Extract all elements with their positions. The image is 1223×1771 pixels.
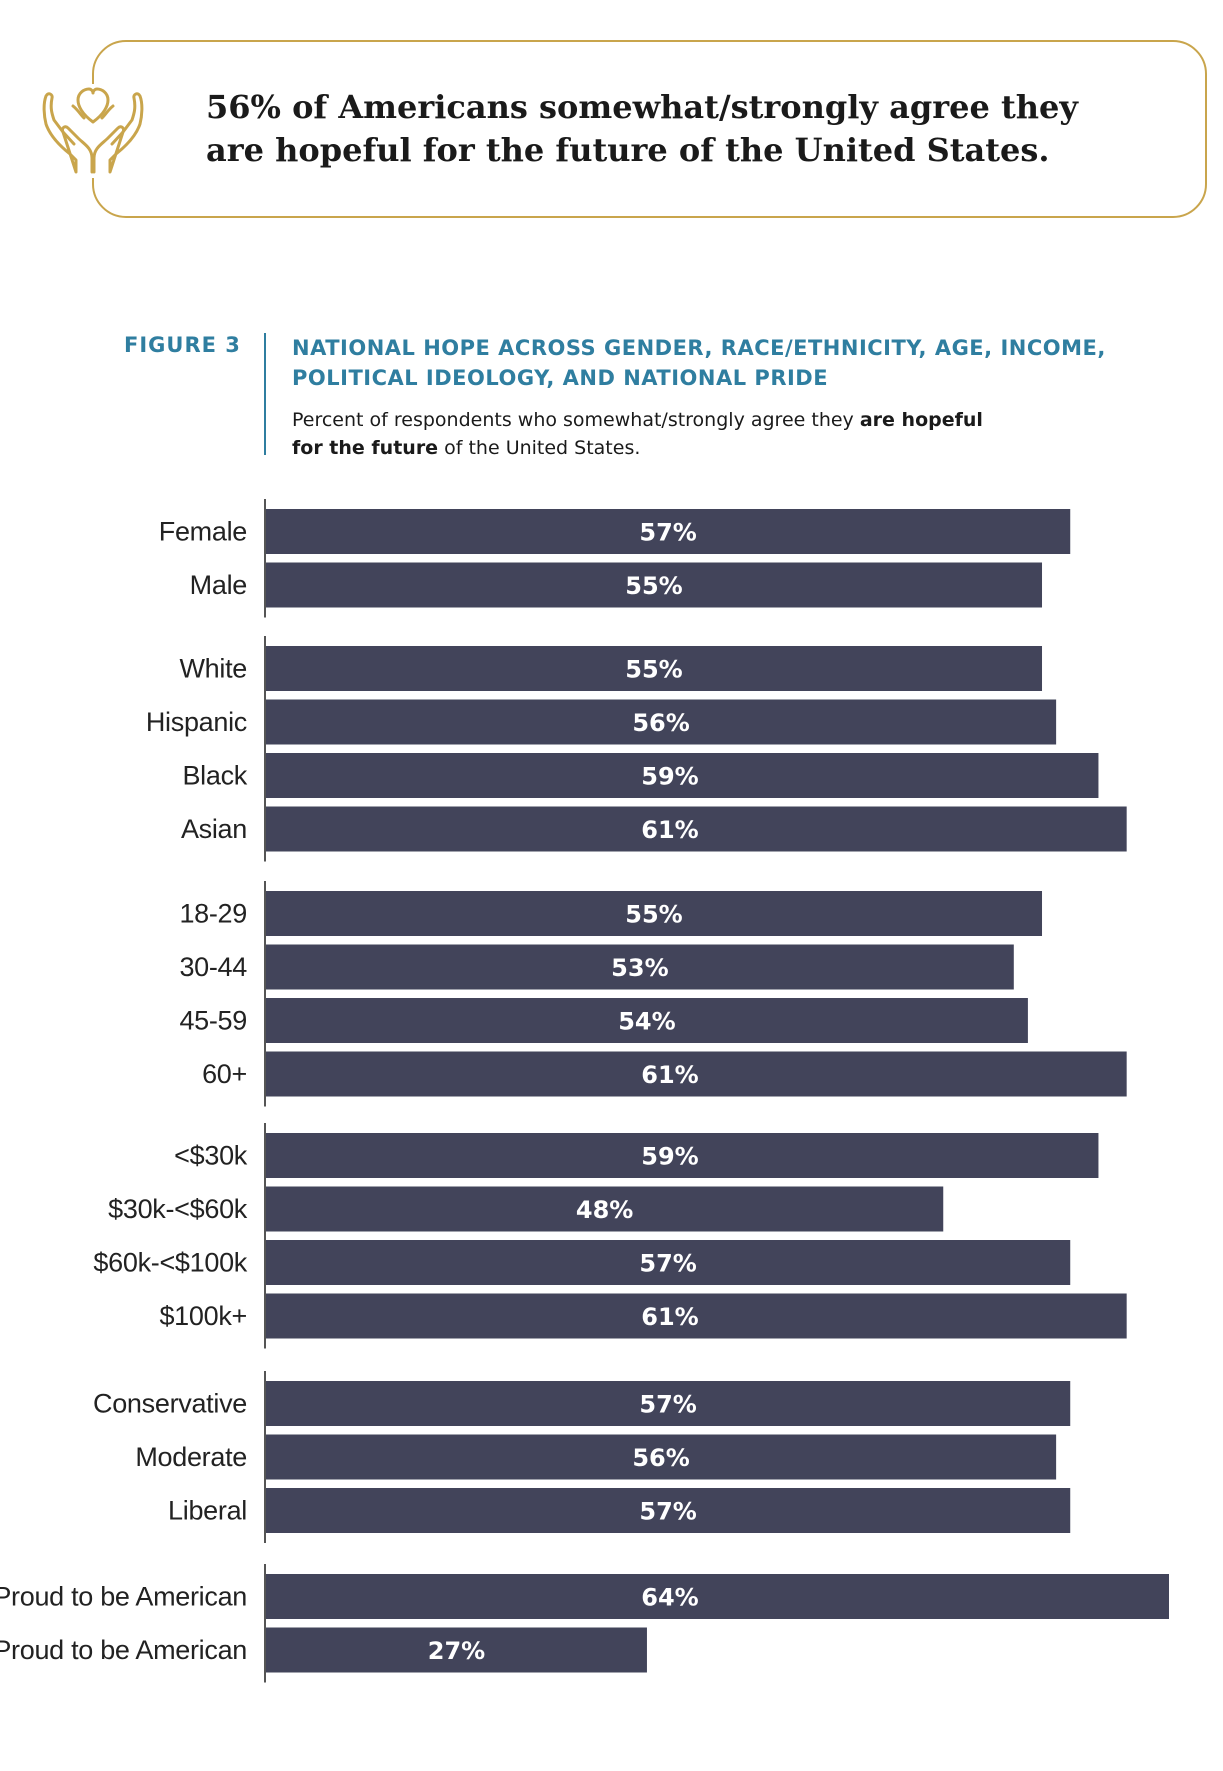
bar <box>266 1240 1071 1285</box>
category-label: $60k-<$100k <box>93 1248 247 1278</box>
category-label: $30k-<$60k <box>108 1194 248 1224</box>
value-label: 61% <box>641 1061 698 1089</box>
category-label: Proud to be American <box>0 1582 247 1612</box>
value-label: 59% <box>641 763 698 791</box>
category-label: $100k+ <box>159 1301 247 1331</box>
category-label: Liberal <box>168 1496 247 1526</box>
bar <box>266 1488 1071 1533</box>
category-label: Hispanic <box>146 707 247 737</box>
bar <box>266 562 1043 608</box>
bar <box>266 1051 1127 1097</box>
callout-text: 56% of Americans somewhat/strongly agree… <box>206 88 1078 169</box>
category-label: Moderate <box>135 1442 247 1472</box>
value-label: 48% <box>576 1196 633 1224</box>
bar <box>266 1434 1057 1480</box>
bar <box>266 1186 944 1232</box>
value-label: 64% <box>641 1584 698 1612</box>
bar <box>266 806 1127 852</box>
bar <box>266 753 1099 798</box>
value-label: 55% <box>625 901 682 929</box>
value-label: 54% <box>618 1008 675 1036</box>
subtitle-bold-1: are hopeful <box>859 409 983 431</box>
value-label: 27% <box>428 1637 485 1665</box>
bar <box>266 1133 1099 1178</box>
bar <box>266 509 1071 554</box>
bar <box>266 998 1028 1043</box>
value-label: 55% <box>625 656 682 684</box>
figure-title: NATIONAL HOPE ACROSS GENDER, RACE/ETHNIC… <box>292 336 1106 390</box>
value-label: 57% <box>639 1391 696 1419</box>
bar <box>266 1627 647 1673</box>
category-label: Asian <box>181 814 247 844</box>
category-label: Not Proud to be American <box>0 1635 247 1665</box>
value-label: 57% <box>639 1250 696 1278</box>
subtitle-post: of the United States. <box>438 437 641 459</box>
bar <box>266 944 1014 990</box>
value-label: 59% <box>641 1143 698 1171</box>
hands-heart-icon <box>40 84 146 178</box>
category-label: 45-59 <box>179 1006 247 1036</box>
bar <box>266 699 1057 745</box>
figure-subtitle: Percent of respondents who somewhat/stro… <box>292 406 1012 462</box>
bar <box>266 1293 1127 1339</box>
figure-number: FIGURE 3 <box>124 333 241 357</box>
bar <box>266 646 1043 691</box>
category-label: 60+ <box>202 1059 247 1089</box>
bar <box>266 1574 1169 1619</box>
value-label: 61% <box>641 816 698 844</box>
category-label: 18-29 <box>179 899 247 929</box>
bar <box>266 1381 1071 1426</box>
category-label: Female <box>159 517 247 547</box>
category-label: <$30k <box>174 1141 248 1171</box>
value-label: 57% <box>639 1498 696 1526</box>
value-label: 57% <box>639 519 696 547</box>
value-label: 56% <box>632 709 689 737</box>
subtitle-pre: Percent of respondents who somewhat/stro… <box>292 409 860 431</box>
value-label: 53% <box>611 954 668 982</box>
category-label: 30-44 <box>179 952 247 982</box>
summary-callout <box>92 40 1207 218</box>
value-label: 61% <box>641 1303 698 1331</box>
category-label: Conservative <box>93 1389 247 1419</box>
value-label: 56% <box>632 1444 689 1472</box>
category-label: Male <box>190 570 247 600</box>
subtitle-bold-2: for the future <box>292 437 439 459</box>
figure-divider <box>264 333 266 455</box>
bar <box>266 891 1043 936</box>
value-label: 55% <box>625 572 682 600</box>
category-label: Black <box>182 761 247 791</box>
category-label: White <box>179 654 247 684</box>
